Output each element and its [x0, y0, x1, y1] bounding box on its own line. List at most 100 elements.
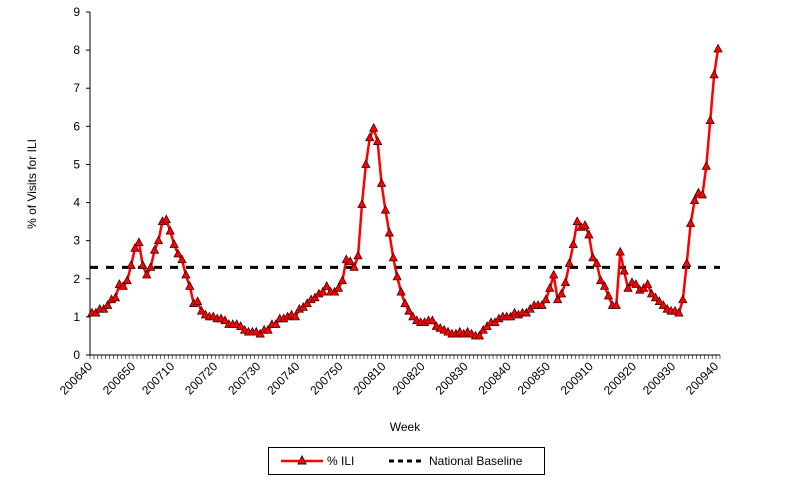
ili-data-point [384, 227, 395, 237]
ili-data-point [682, 258, 692, 267]
ili-data-point [705, 115, 715, 125]
ili-data-point [654, 296, 665, 306]
ili-data-point [161, 214, 171, 224]
x-tick-label: 200830 [433, 359, 471, 397]
ili-data-point [181, 269, 191, 279]
ili-data-point [650, 292, 661, 302]
ili-data-point [357, 199, 367, 208]
ili-data-point [658, 300, 668, 309]
ili-data-point [474, 330, 485, 340]
ili-data-point [646, 288, 657, 298]
y-tick-label: 7 [73, 81, 80, 95]
ili-data-point [118, 281, 128, 290]
y-axis-label: % of Visits for ILI [25, 139, 39, 229]
ili-data-point [603, 290, 614, 300]
ili-data-point [165, 225, 175, 235]
ili-data-point [713, 43, 723, 53]
ili-data-point [369, 122, 379, 132]
x-axis-label: Week [390, 420, 421, 434]
ili-data-point [333, 282, 344, 292]
ili-data-point [599, 281, 610, 290]
ili-data-point [619, 265, 629, 275]
x-tick-label: 200720 [182, 359, 220, 397]
ili-data-point [396, 286, 406, 296]
ili-data-point [392, 271, 402, 281]
legend-item-baseline: National Baseline [389, 454, 522, 468]
ili-data-point [110, 292, 121, 302]
ili-data-point [177, 254, 187, 264]
ili-data-point [126, 260, 136, 269]
ili-data-point [173, 248, 183, 258]
x-tick-label: 200740 [264, 359, 302, 397]
ili-data-point [361, 159, 371, 168]
ili-data-point [263, 324, 273, 334]
ili-data-point [568, 239, 578, 248]
ili-data-point [404, 305, 414, 315]
x-tick-label: 200840 [476, 359, 514, 397]
ili-data-point [380, 204, 391, 214]
ili-data-point [400, 298, 410, 307]
ili-data-point [138, 260, 148, 269]
ili-data-point [235, 321, 246, 330]
ili-data-point [349, 261, 359, 271]
ili-data-point [102, 300, 113, 309]
ili-data-point [689, 195, 700, 205]
y-tick-label: 0 [73, 348, 80, 362]
y-tick-label: 6 [73, 119, 80, 133]
ili-data-point [572, 216, 582, 226]
ili-data-point [192, 296, 203, 306]
legend-ili-swatch [281, 454, 323, 465]
ili-data-point [588, 252, 598, 262]
ili-data-point [537, 300, 547, 309]
x-tick-label: 200910 [558, 359, 596, 397]
legend-item-ili: % ILI [281, 454, 354, 468]
ili-data-point [388, 252, 398, 262]
x-tick-label: 200850 [515, 359, 553, 397]
ili-data-point [130, 242, 140, 252]
ili-data-point [584, 229, 594, 239]
ili-data-point [545, 282, 555, 292]
ili-data-point [631, 279, 641, 288]
y-tick-label: 9 [73, 5, 80, 19]
ili-data-point [345, 256, 355, 266]
ili-data-point [196, 305, 207, 315]
ili-data-point [674, 307, 684, 317]
ili-data-point [615, 246, 625, 256]
ili-data-point [541, 294, 551, 304]
ili-data-point [427, 315, 438, 325]
legend-baseline-swatch [389, 459, 425, 463]
ili-data-point [701, 161, 711, 170]
y-tick-label: 2 [73, 272, 80, 286]
legend: % ILI National Baseline [268, 447, 545, 475]
ili-data-point [556, 288, 567, 298]
x-tick-label: 200710 [139, 359, 177, 397]
ili-series-line [91, 48, 720, 338]
ili-data-point [697, 189, 708, 199]
ili-data-point [642, 279, 653, 288]
x-tick-label: 200920 [601, 359, 639, 397]
x-tick-label: 200730 [225, 359, 263, 397]
y-tick-label: 3 [73, 234, 80, 248]
ili-data-point [290, 311, 301, 321]
ili-data-point [709, 69, 719, 79]
ili-data-point [560, 277, 571, 286]
ili-data-point [564, 258, 575, 267]
ili-data-point [592, 258, 602, 267]
x-tick-label: 200810 [350, 359, 388, 397]
legend-label-ili: % ILI [327, 454, 355, 468]
ili-data-point [552, 294, 563, 304]
ili-data-point [376, 178, 387, 187]
ili-data-point [685, 218, 696, 227]
x-tick-label: 200820 [390, 359, 428, 397]
ili-data-point [408, 311, 418, 321]
ili-data-point [185, 281, 195, 290]
x-tick-label: 200940 [683, 359, 721, 397]
ili-data-point [365, 132, 375, 142]
ili-data-point [337, 275, 348, 285]
ili-data-point [580, 220, 590, 229]
ili-data-point [611, 300, 621, 309]
ili-data-point [145, 261, 156, 271]
y-tick-label: 4 [73, 196, 80, 210]
y-tick-label: 5 [73, 157, 80, 171]
x-tick-label: 200750 [307, 359, 345, 397]
